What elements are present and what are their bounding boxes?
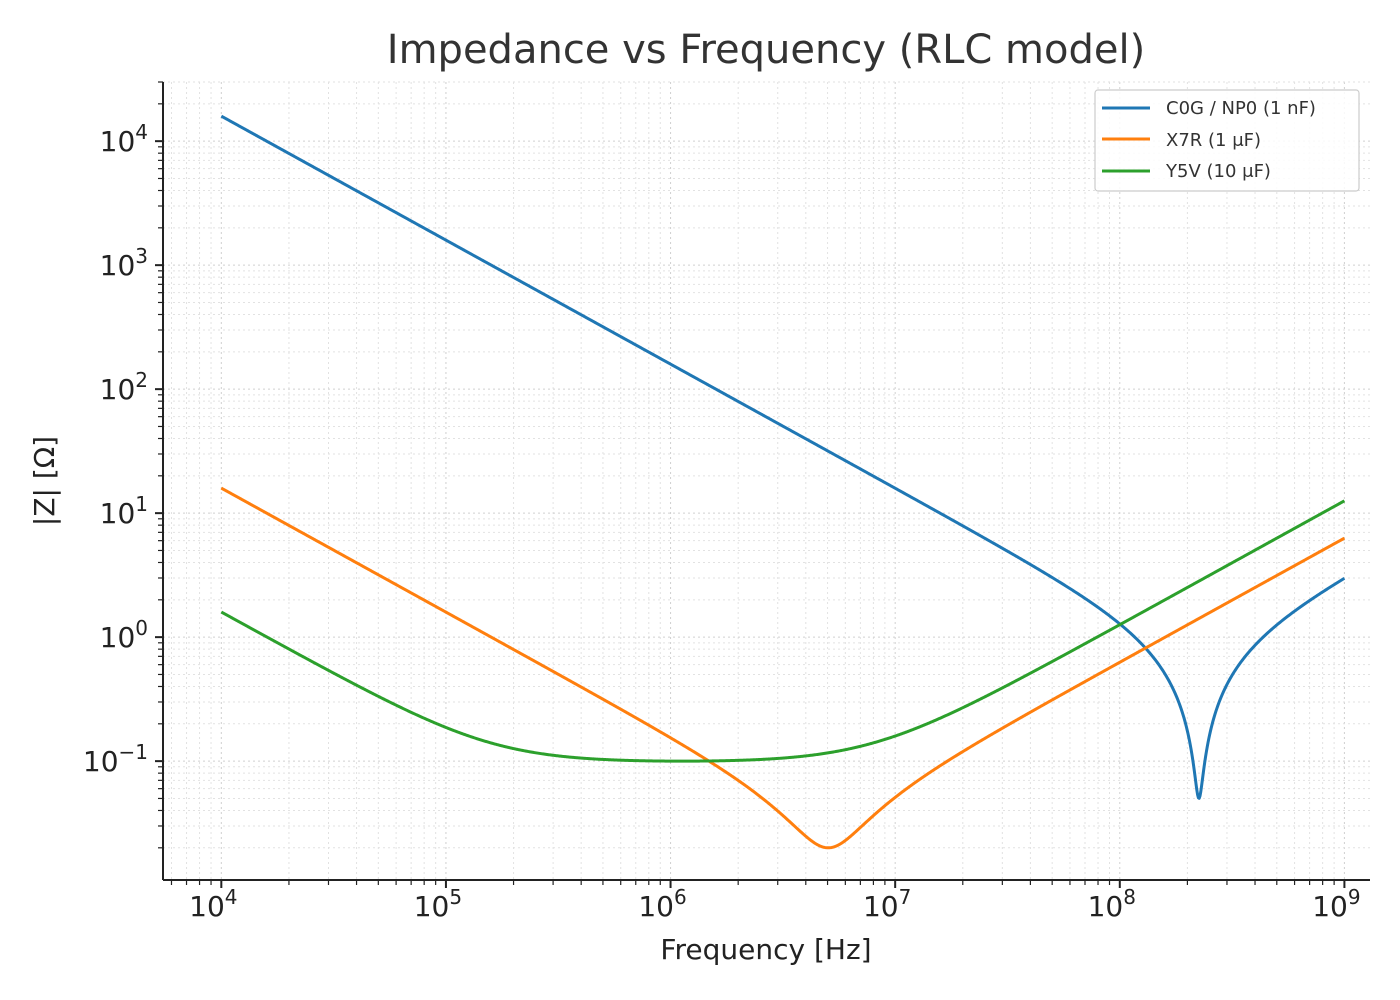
y-tick-label: 100: [100, 616, 148, 654]
grid-layer: [163, 81, 1370, 880]
x-axis-label: Frequency [Hz]: [660, 933, 871, 966]
series-line-x7r: [220, 486, 1346, 850]
x-tick-label: 108: [1088, 885, 1136, 923]
legend: C0G / NP0 (1 nF) X7R (1 μF) Y5V (10 μF): [1094, 89, 1360, 192]
chart-title: Impedance vs Frequency (RLC model): [387, 27, 1145, 73]
legend-label-y5v: Y5V (10 μF): [1165, 161, 1271, 182]
x-tick-label: 107: [863, 885, 911, 923]
y-tick-label: 104: [100, 120, 148, 158]
y-tick-label: 101: [100, 492, 148, 530]
legend-label-c0g: C0G / NP0 (1 nF): [1166, 98, 1316, 119]
legend-item-c0g: C0G / NP0 (1 nF): [1102, 98, 1316, 119]
y-axis-label: |Z| [Ω]: [28, 436, 61, 526]
series-line-y5v: [220, 499, 1346, 763]
x-tick-label: 104: [189, 885, 237, 923]
series-line-c0g: [220, 114, 1346, 800]
axes-layer: [162, 82, 1370, 881]
x-tick-label: 109: [1312, 885, 1360, 923]
x-tick-label: 106: [638, 885, 686, 923]
legend-box: [1094, 89, 1360, 192]
y-tick-label: 10−1: [83, 740, 148, 778]
legend-item-y5v: Y5V (10 μF): [1102, 161, 1271, 182]
y-tick-label: 103: [100, 244, 148, 282]
x-tick-label: 105: [414, 885, 462, 923]
legend-label-x7r: X7R (1 μF): [1166, 130, 1261, 151]
tick-layer: 104 105 106 107 108 109 10−1 100 101 102 103 104: [83, 81, 1361, 923]
series-layer: [220, 114, 1346, 850]
legend-item-x7r: X7R (1 μF): [1102, 130, 1261, 151]
y-tick-label: 102: [100, 368, 148, 406]
